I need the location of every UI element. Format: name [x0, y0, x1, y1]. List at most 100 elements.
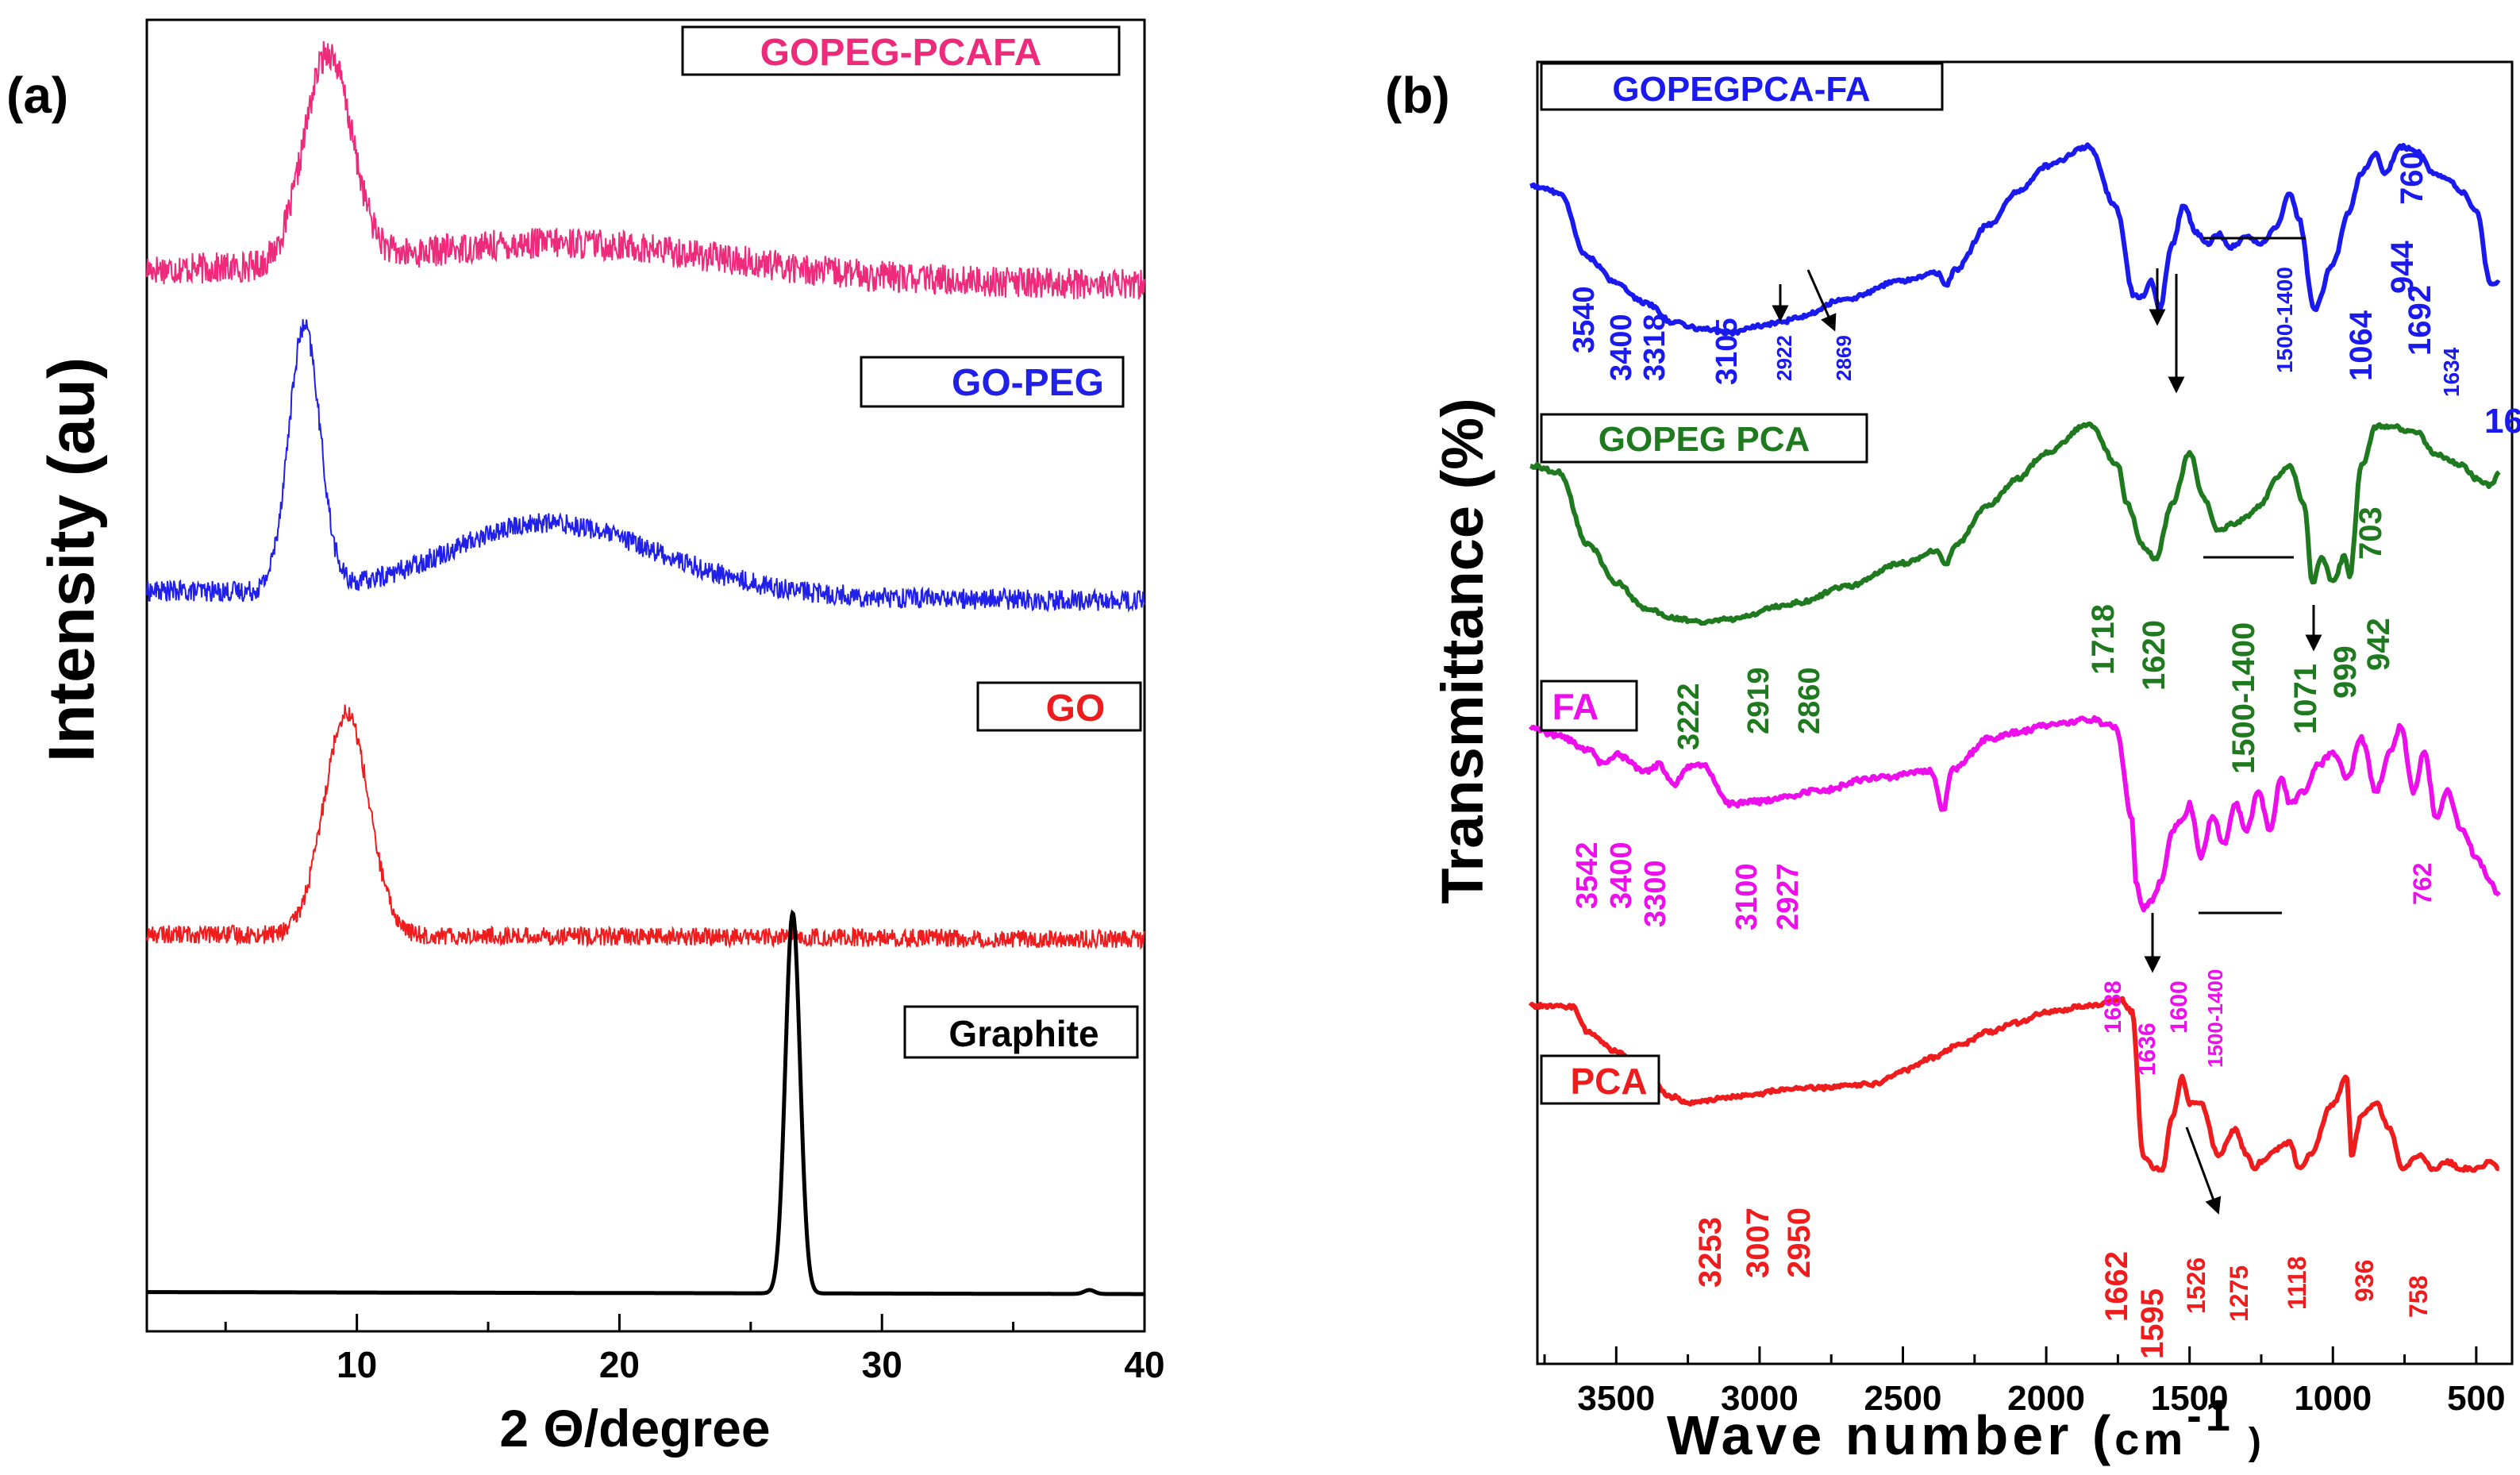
ann-blue-3318: 3318 — [1638, 314, 1672, 381]
series-pca — [1528, 995, 2500, 1173]
panel-b-frame — [1536, 60, 2514, 1365]
legend-gopegpca-fa: GOPEGPCA-FA — [1540, 62, 1944, 111]
a-tick-label-10: 10 — [337, 1344, 377, 1385]
ann-red-1662: 1662 — [2099, 1251, 2134, 1322]
ann-green-1718: 1718 — [2086, 604, 2121, 675]
ann-magenta-3400: 3400 — [1605, 841, 1638, 909]
ann-red-1118: 1118 — [2283, 1256, 2311, 1310]
annotations-blue: 3540 3400 3318 3105 2922 2869 1692 1634 … — [1568, 152, 2520, 441]
ann-blue-2869: 2869 — [1832, 335, 1856, 381]
ann-green-703: 703 — [2353, 506, 2388, 560]
legend-gopeg-pca-label: GOPEG PCA — [1599, 420, 1810, 459]
legend-go-peg: GO-PEG — [860, 356, 1125, 408]
panel-a-xlabel: 2 Θ/degree — [499, 1399, 770, 1458]
ann-magenta-3300: 3300 — [1639, 860, 1672, 927]
arrow-2869 — [1806, 269, 1837, 332]
panel-b: (b) 3500 3000 2500 2000 1500 1000 500 GOPEGPCA… — [1385, 60, 2520, 1466]
legend-gopegpca-fa-label: GOPEGPCA-FA — [1612, 70, 1870, 109]
ann-blue-1634: 1634 — [2439, 347, 2464, 397]
ann-blue-1605: 1605 — [2484, 402, 2520, 441]
ann-red-758: 758 — [2404, 1276, 2433, 1318]
legend-fa: FA — [1540, 680, 1638, 732]
panel-b-xlabel-close: ) — [2249, 1421, 2265, 1463]
series-go-peg — [146, 318, 1145, 613]
annotation-arrows — [1772, 237, 2322, 1215]
ann-blue-760: 760 — [2395, 152, 2430, 205]
ann-magenta-2927: 2927 — [1772, 863, 1805, 930]
series-gopeg-pcafa — [146, 40, 1145, 299]
ann-red-1275: 1275 — [2225, 1265, 2253, 1322]
panel-a-frame — [145, 18, 1146, 1333]
arrow-1526 — [2185, 1126, 2222, 1215]
panel-a-x-ticks: 10 20 30 40 — [224, 1314, 1165, 1385]
panel-a: (a) 10 20 30 40 GOPEG-PCAFA GO-PEG GO Graph… — [6, 18, 1165, 1458]
ann-red-1595: 1595 — [2135, 1288, 2170, 1359]
ann-magenta-3542: 3542 — [1571, 841, 1604, 909]
legend-gopeg-pca: GOPEG PCA — [1540, 413, 1868, 464]
ann-green-2919: 2919 — [1742, 667, 1776, 734]
b-tick-label-3500: 3500 — [1577, 1379, 1655, 1418]
ann-magenta-1636: 1636 — [2134, 1022, 2160, 1076]
a-tick-label-20: 20 — [599, 1344, 640, 1385]
legend-gopeg-pcafa-label: GOPEG-PCAFA — [760, 32, 1042, 74]
ann-blue-2922: 2922 — [1772, 335, 1796, 381]
ann-green-3222: 3222 — [1672, 683, 1706, 750]
b-tick-label-1500: 1500 — [2151, 1379, 2229, 1418]
ann-red-3007: 3007 — [1741, 1207, 1776, 1278]
ann-red-1526: 1526 — [2182, 1257, 2210, 1314]
ann-blue-944: 944 — [2385, 241, 2420, 294]
ann-blue-1500-1400: 1500-1400 — [2272, 267, 2297, 373]
b-tick-label-2000: 2000 — [2007, 1379, 2085, 1418]
ann-red-2950: 2950 — [1782, 1207, 1817, 1278]
ann-red-936: 936 — [2350, 1260, 2379, 1302]
annotations-green: 3222 2919 2860 1718 1620 1500-1400 1071 … — [1672, 506, 2396, 774]
ann-red-3253: 3253 — [1693, 1217, 1728, 1288]
legend-graphite: Graphite — [903, 1005, 1139, 1059]
panel-b-xlabel-unit: cm — [2114, 1414, 2187, 1464]
ann-green-2860: 2860 — [1793, 667, 1826, 734]
legend-go-peg-label: GO-PEG — [952, 362, 1104, 404]
legend-fa-label: FA — [1552, 686, 1599, 727]
legend-graphite-label: Graphite — [948, 1013, 1098, 1054]
ann-green-1620: 1620 — [2137, 620, 2172, 691]
legend-go: GO — [976, 681, 1142, 732]
ann-green-999: 999 — [2328, 645, 2363, 699]
a-tick-label-30: 30 — [862, 1344, 902, 1385]
ann-blue-3540: 3540 — [1568, 286, 1601, 353]
panel-b-xlabel-sup: -1 — [2187, 1390, 2234, 1440]
ann-blue-3105: 3105 — [1710, 318, 1744, 385]
panel-a-label: (a) — [6, 67, 68, 124]
series-gopeg-pca — [1529, 421, 2501, 626]
b-tick-label-1000: 1000 — [2294, 1379, 2372, 1418]
ann-magenta-3100: 3100 — [1730, 863, 1764, 930]
ann-green-1071: 1071 — [2288, 664, 2323, 734]
panel-a-series-group — [146, 40, 1145, 1296]
ann-blue-1692: 1692 — [2403, 285, 2437, 356]
panel-b-series-group — [1528, 142, 2501, 1173]
b-tick-label-500: 500 — [2447, 1379, 2505, 1418]
ann-magenta-1600: 1600 — [2166, 980, 2192, 1034]
b-tick-label-2500: 2500 — [1864, 1379, 1942, 1418]
ann-magenta-762: 762 — [2408, 863, 2437, 905]
panel-b-xlabel: Wave number (cm-1) — [1667, 1390, 2265, 1466]
b-tick-label-3000: 3000 — [1721, 1379, 1799, 1418]
ann-magenta-1500-1400: 1500-1400 — [2203, 969, 2227, 1068]
series-go — [146, 704, 1145, 950]
legend-gopeg-pcafa: GOPEG-PCAFA — [681, 25, 1121, 76]
annotations-magenta: 3542 3400 3300 3100 2927 1688 1636 1600 … — [1571, 841, 2437, 1076]
panel-a-ylabel: Intensity (au) — [36, 357, 108, 762]
ann-green-1500-1400: 1500-1400 — [2226, 622, 2261, 774]
series-graphite — [147, 909, 1145, 1296]
ann-blue-3400: 3400 — [1605, 314, 1638, 381]
a-tick-label-40: 40 — [1124, 1344, 1164, 1385]
annotations-red: 3253 3007 2950 1662 1595 1526 1275 1118 … — [1693, 1207, 2433, 1359]
legend-go-label: GO — [1046, 687, 1106, 730]
legend-pca-label: PCA — [1570, 1061, 1647, 1102]
ann-blue-1064: 1064 — [2344, 310, 2379, 381]
panel-b-x-ticks: 3500 3000 2500 2000 1500 1000 500 — [1543, 1346, 2506, 1418]
ann-green-942: 942 — [2361, 618, 2396, 671]
panel-b-label: (b) — [1385, 67, 1450, 124]
legend-pca: PCA — [1540, 1054, 1660, 1105]
series-fa — [1528, 714, 2501, 913]
